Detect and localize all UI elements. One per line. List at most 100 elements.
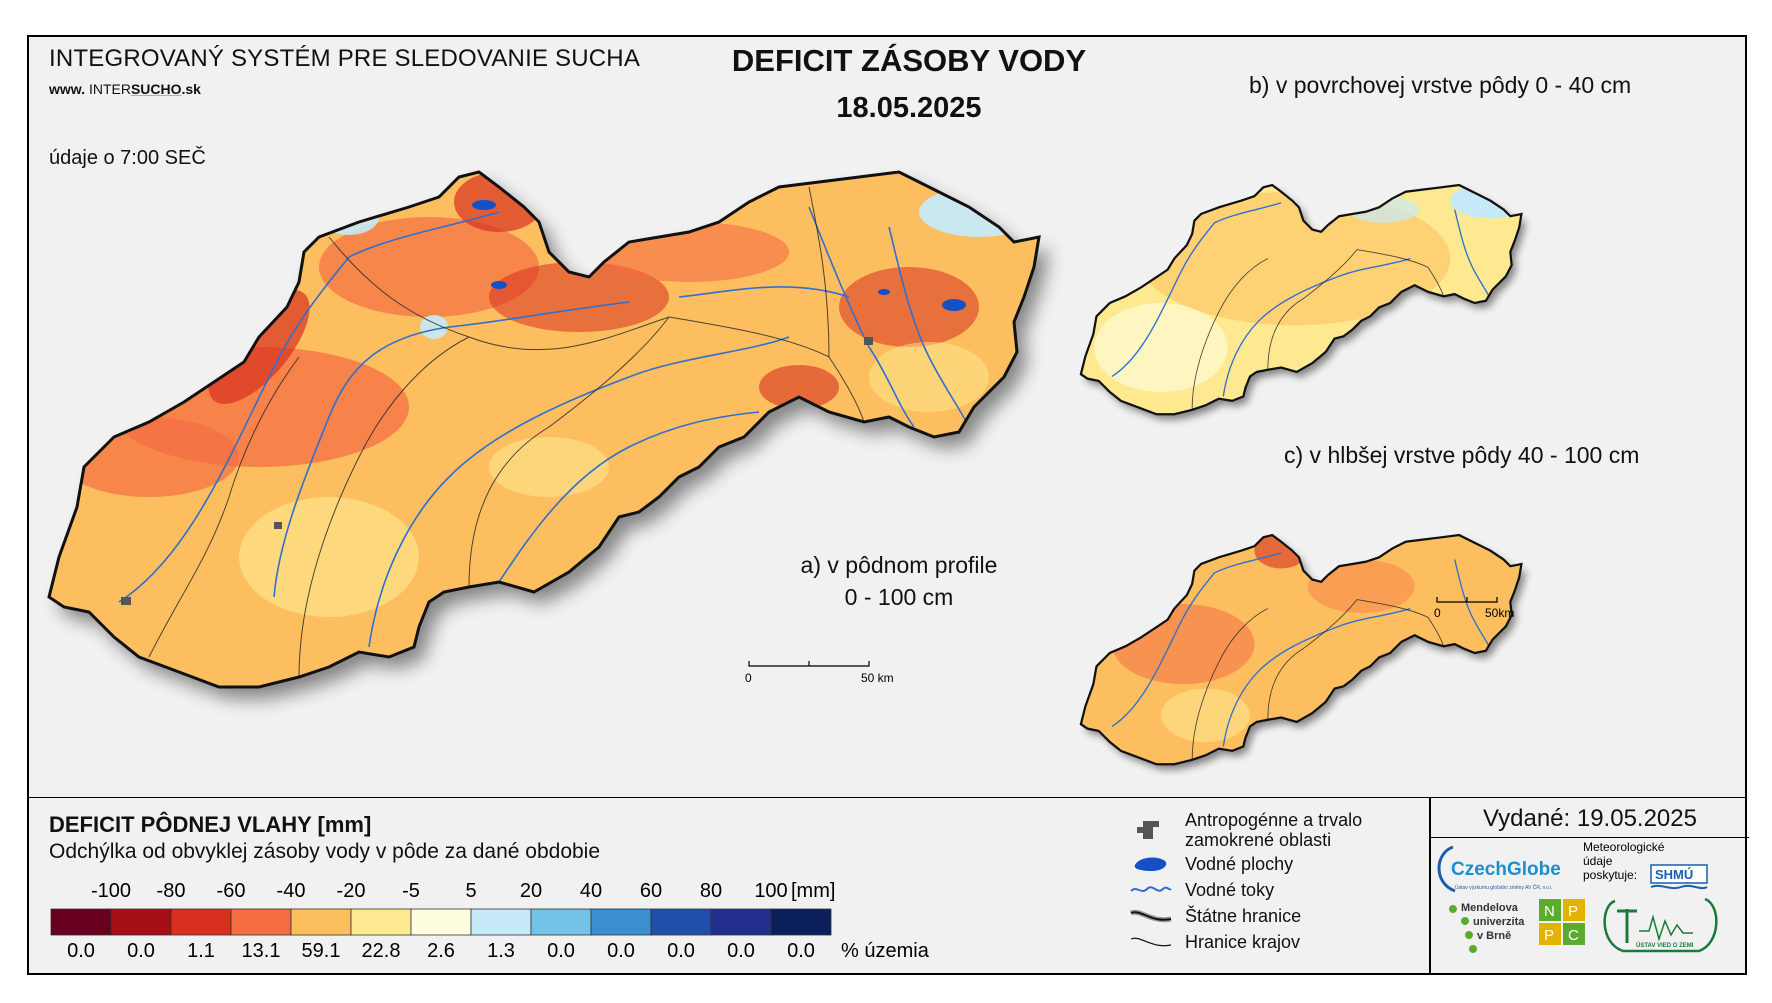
symbol-legend: Antropogénne a trvalo zamokrené oblasti … [1129,809,1469,955]
legend-swatch [50,908,112,936]
river-ipel [498,411,760,583]
symbol-state-border: Štátne hranice [1129,903,1469,929]
scale-start: 0 [745,671,752,685]
lake-liptovska-mara [491,281,507,289]
lake-orava [472,200,496,210]
nppc-logo[interactable]: N P P C [1539,899,1585,945]
wet-zone [1347,196,1420,223]
lake-domasa [878,289,890,295]
uvz-name: ÚSTAV VIED O ZEMI [1636,942,1694,949]
map-c-deficit-40-100cm [1079,533,1523,766]
legend-swatch [590,908,652,936]
dry-zone [1307,559,1415,613]
map-date: 18.05.2025 [836,92,982,124]
legend-break-label: 20 [520,880,542,902]
symbol-urban-label1: Antropogénne a trvalo [1185,810,1363,830]
symbol-water-label: Vodné plochy [1185,853,1294,874]
legend-swatch [650,908,712,936]
legend-percent: 0.0 [67,940,95,962]
mendel-university-logo[interactable]: Mendelova univerzita v Brně [1449,902,1525,953]
region-border [328,236,670,351]
panel-a-label-line1: a) v pôdnom profile [800,552,998,578]
shmu-name: SHMÚ [1655,867,1693,882]
panel-c-label: c) v hlbšej vrstve pôdy 40 - 100 cm [1284,442,1640,468]
czechglobe-logo[interactable]: CzechGlobe Ústav výzkumu globální změny … [1437,845,1561,893]
legend-swatch [710,908,772,936]
scale-end: 50 km [861,671,894,685]
meteo-line2: údaje [1583,854,1613,868]
panel-b-label: b) v povrchovej vrstve pôdy 0 - 40 cm [1249,72,1632,98]
legend-break-label: 5 [465,880,476,902]
region-border [808,186,830,358]
legend-percent: 1.3 [487,940,515,962]
river-nitra [273,301,630,598]
legend-break-label: -5 [402,880,420,902]
uvz-logo[interactable]: ÚSTAV VIED O ZEMI [1603,897,1718,953]
very-dry-zone [208,290,310,404]
legend-percent: 0.0 [727,940,755,962]
legend-swatch [410,908,472,936]
meteo-line1: Meteorologické [1583,840,1665,854]
river-icon [1130,886,1172,892]
color-scale-legend: 0.0 0.0 1.1 13.1 59.1 22.8 2.6 1.3 0.0 0.0 0.0 0.0 0… [50,880,930,962]
legend-percent: 13.1 [242,940,281,962]
river-hron [368,336,790,648]
legend-break-label: 100 [754,880,787,902]
symbol-water: Vodné plochy [1129,851,1469,877]
website-link[interactable]: www. INTERSUCHO.sk [49,81,201,97]
czechglobe-name: CzechGlobe [1451,859,1561,880]
symbol-region-border: Hranice krajov [1129,929,1469,955]
page-title: DEFICIT ZÁSOBY VODY [731,43,1087,78]
symbol-river-label: Vodné toky [1185,879,1275,900]
urban-area [589,247,596,253]
urban-area-icon [1137,821,1159,839]
legend-swatch [110,908,172,936]
dry-zone [59,417,239,497]
legend-break-label: 80 [700,880,722,902]
symbol-urban: Antropogénne a trvalo zamokrené oblasti [1129,809,1469,851]
nppc-letter: P [1544,927,1554,944]
shmu-logo[interactable]: SHMÚ [1650,864,1708,890]
very-dry-zone [759,365,839,409]
symbol-state-border-label: Štátne hranice [1185,905,1302,926]
legend-swatch [230,908,292,936]
wet-zone [319,199,379,235]
river-poprad [678,286,850,298]
legend-break-label: -100 [91,880,131,902]
state-border-icon [1130,909,1172,923]
scale-bar-main: 0 50 km [745,661,894,685]
scale-start: 0 [1434,606,1441,620]
region-borders [148,186,865,678]
map-frame: INTEGROVANÝ SYSTÉM PRE SLEDOVANIE SUCHA … [27,35,1749,975]
legend-subtitle: Odchýlka od obvyklej zásoby vody v pôde … [49,840,601,863]
dry-zone [319,217,539,317]
legend-percent: 0.0 [667,940,695,962]
website-suffix: .sk [181,81,201,97]
mendel-line2: univerzita [1473,916,1525,928]
legend-swatch [470,908,532,936]
region-border [298,336,470,678]
map-b-deficit-0-40cm [1079,183,1523,416]
scale-end: 50km [1485,606,1514,620]
nppc-letter: P [1568,903,1578,920]
partner-logos: CzechGlobe Ústav výzkumu globální změny … [1437,840,1718,953]
issued-date: Vydané: 19.05.2025 [1483,805,1697,832]
legend-percent: 0.0 [547,940,575,962]
panel-a-label-line2: 0 - 100 cm [844,584,954,610]
urban-area [274,522,282,529]
scale-bar-small: 0 50km [1434,597,1514,620]
panel-a-label: a) v pôdnom profile 0 - 100 cm [799,549,999,613]
legend-unit: [mm] [791,880,835,902]
urban-area [121,597,131,605]
region-border [148,356,300,658]
region-border [468,316,670,588]
system-title: INTEGROVANÝ SYSTÉM PRE SLEDOVANIE SUCHA [49,45,641,72]
lake-zemplinska-sirava [942,299,966,311]
legend-percent-label: % územia [841,940,930,962]
zone [1094,303,1228,392]
website-main: INTER [88,81,131,97]
legend-percent: 2.6 [427,940,455,962]
legend-percent: 59.1 [302,940,341,962]
time-note: údaje o 7:00 SEČ [49,147,206,169]
moist-zone [239,497,419,617]
